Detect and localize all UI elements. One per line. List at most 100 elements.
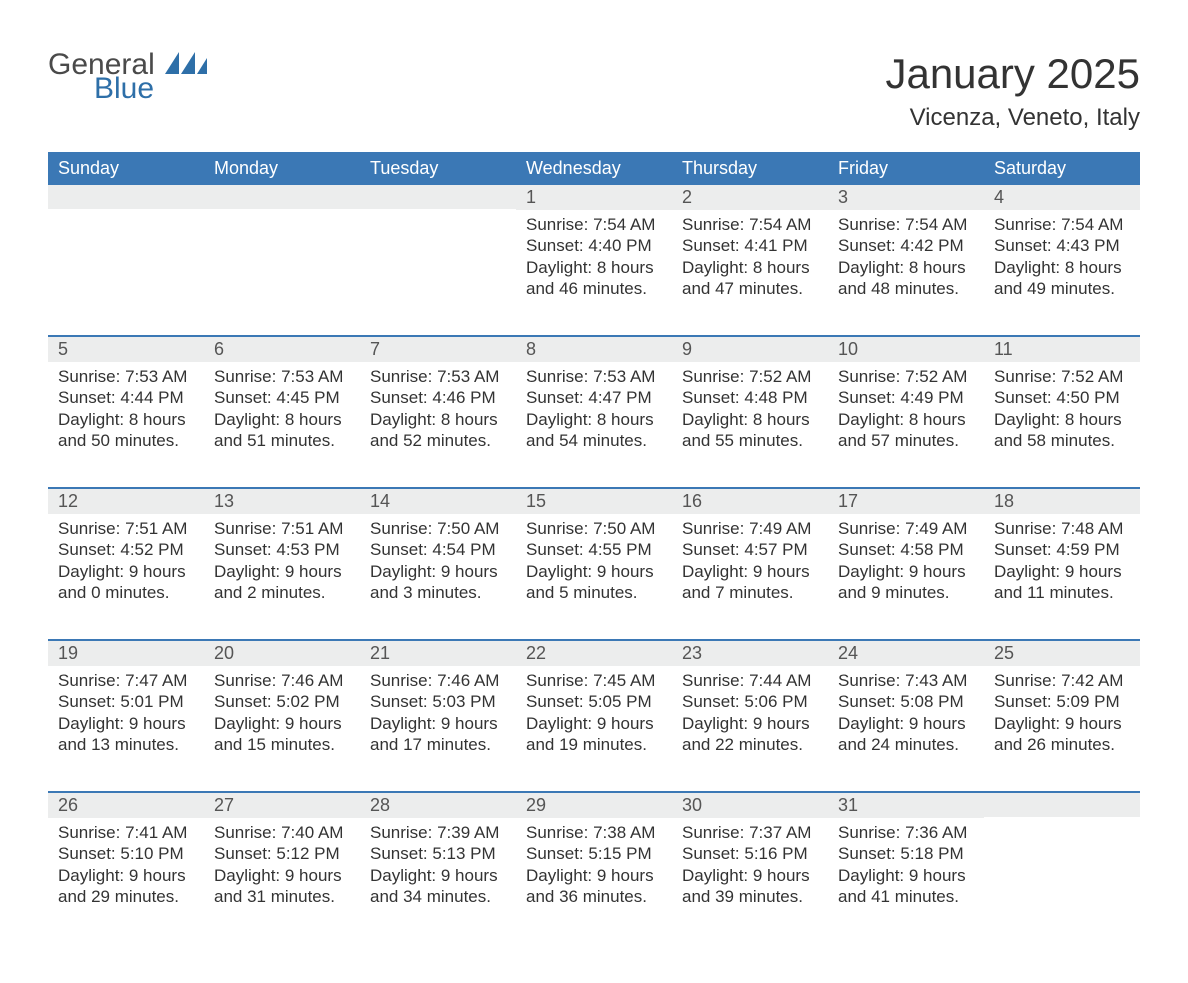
- calendar-cell: 23Sunrise: 7:44 AMSunset: 5:06 PMDayligh…: [672, 641, 828, 791]
- sunset-text: Sunset: 5:10 PM: [58, 843, 194, 864]
- flag-icon: [165, 50, 207, 72]
- cell-body: Sunrise: 7:53 AMSunset: 4:47 PMDaylight:…: [516, 362, 672, 451]
- daylight2-text: and 17 minutes.: [370, 734, 506, 755]
- daylight1-text: Daylight: 9 hours: [682, 713, 818, 734]
- calendar-cell: 7Sunrise: 7:53 AMSunset: 4:46 PMDaylight…: [360, 337, 516, 487]
- calendar-cell: 6Sunrise: 7:53 AMSunset: 4:45 PMDaylight…: [204, 337, 360, 487]
- daylight1-text: Daylight: 9 hours: [838, 713, 974, 734]
- cell-body: Sunrise: 7:49 AMSunset: 4:57 PMDaylight:…: [672, 514, 828, 603]
- calendar-cell: 16Sunrise: 7:49 AMSunset: 4:57 PMDayligh…: [672, 489, 828, 639]
- daylight1-text: Daylight: 8 hours: [682, 409, 818, 430]
- sunrise-text: Sunrise: 7:49 AM: [682, 518, 818, 539]
- date-number: 22: [516, 641, 672, 666]
- date-number: 7: [360, 337, 516, 362]
- sunset-text: Sunset: 4:57 PM: [682, 539, 818, 560]
- cell-body: Sunrise: 7:54 AMSunset: 4:43 PMDaylight:…: [984, 210, 1140, 299]
- daylight1-text: Daylight: 9 hours: [526, 561, 662, 582]
- date-number: 1: [516, 185, 672, 210]
- sunset-text: Sunset: 4:52 PM: [58, 539, 194, 560]
- dayname-monday: Monday: [204, 152, 360, 185]
- calendar-cell: 14Sunrise: 7:50 AMSunset: 4:54 PMDayligh…: [360, 489, 516, 639]
- daylight2-text: and 51 minutes.: [214, 430, 350, 451]
- calendar-week: 12Sunrise: 7:51 AMSunset: 4:52 PMDayligh…: [48, 487, 1140, 639]
- daylight2-text: and 19 minutes.: [526, 734, 662, 755]
- cell-body: Sunrise: 7:52 AMSunset: 4:48 PMDaylight:…: [672, 362, 828, 451]
- date-number: 19: [48, 641, 204, 666]
- date-number: 6: [204, 337, 360, 362]
- sunrise-text: Sunrise: 7:53 AM: [214, 366, 350, 387]
- cell-body: Sunrise: 7:38 AMSunset: 5:15 PMDaylight:…: [516, 818, 672, 907]
- dayname-saturday: Saturday: [984, 152, 1140, 185]
- date-number: [48, 185, 204, 209]
- sunrise-text: Sunrise: 7:52 AM: [838, 366, 974, 387]
- calendar-cell: [984, 793, 1140, 943]
- cell-body: Sunrise: 7:36 AMSunset: 5:18 PMDaylight:…: [828, 818, 984, 907]
- cell-body: Sunrise: 7:54 AMSunset: 4:40 PMDaylight:…: [516, 210, 672, 299]
- sunset-text: Sunset: 5:06 PM: [682, 691, 818, 712]
- daylight1-text: Daylight: 9 hours: [526, 865, 662, 886]
- date-number: 2: [672, 185, 828, 210]
- daylight1-text: Daylight: 9 hours: [370, 561, 506, 582]
- sunset-text: Sunset: 4:45 PM: [214, 387, 350, 408]
- cell-body: Sunrise: 7:39 AMSunset: 5:13 PMDaylight:…: [360, 818, 516, 907]
- sunrise-text: Sunrise: 7:53 AM: [370, 366, 506, 387]
- daylight2-text: and 54 minutes.: [526, 430, 662, 451]
- daylight2-text: and 39 minutes.: [682, 886, 818, 907]
- cell-body: Sunrise: 7:47 AMSunset: 5:01 PMDaylight:…: [48, 666, 204, 755]
- daylight2-text: and 58 minutes.: [994, 430, 1130, 451]
- sunrise-text: Sunrise: 7:50 AM: [370, 518, 506, 539]
- calendar-cell: 17Sunrise: 7:49 AMSunset: 4:58 PMDayligh…: [828, 489, 984, 639]
- sunset-text: Sunset: 5:12 PM: [214, 843, 350, 864]
- calendar-cell: 18Sunrise: 7:48 AMSunset: 4:59 PMDayligh…: [984, 489, 1140, 639]
- sunset-text: Sunset: 5:15 PM: [526, 843, 662, 864]
- sunset-text: Sunset: 4:40 PM: [526, 235, 662, 256]
- daylight1-text: Daylight: 9 hours: [214, 713, 350, 734]
- daylight1-text: Daylight: 9 hours: [370, 713, 506, 734]
- sunset-text: Sunset: 5:02 PM: [214, 691, 350, 712]
- cell-body: Sunrise: 7:52 AMSunset: 4:49 PMDaylight:…: [828, 362, 984, 451]
- sunrise-text: Sunrise: 7:37 AM: [682, 822, 818, 843]
- calendar-week: 19Sunrise: 7:47 AMSunset: 5:01 PMDayligh…: [48, 639, 1140, 791]
- daylight1-text: Daylight: 8 hours: [58, 409, 194, 430]
- sunrise-text: Sunrise: 7:38 AM: [526, 822, 662, 843]
- cell-body: Sunrise: 7:43 AMSunset: 5:08 PMDaylight:…: [828, 666, 984, 755]
- daylight2-text: and 52 minutes.: [370, 430, 506, 451]
- sunrise-text: Sunrise: 7:46 AM: [214, 670, 350, 691]
- daylight1-text: Daylight: 9 hours: [58, 713, 194, 734]
- calendar-cell: 3Sunrise: 7:54 AMSunset: 4:42 PMDaylight…: [828, 185, 984, 335]
- daylight2-text: and 3 minutes.: [370, 582, 506, 603]
- calendar-week: 1Sunrise: 7:54 AMSunset: 4:40 PMDaylight…: [48, 185, 1140, 335]
- sunset-text: Sunset: 4:44 PM: [58, 387, 194, 408]
- calendar-cell: 8Sunrise: 7:53 AMSunset: 4:47 PMDaylight…: [516, 337, 672, 487]
- daylight1-text: Daylight: 9 hours: [994, 713, 1130, 734]
- sunrise-text: Sunrise: 7:47 AM: [58, 670, 194, 691]
- dayname-header-row: Sunday Monday Tuesday Wednesday Thursday…: [48, 152, 1140, 185]
- sunset-text: Sunset: 4:59 PM: [994, 539, 1130, 560]
- daylight2-text: and 48 minutes.: [838, 278, 974, 299]
- sunrise-text: Sunrise: 7:52 AM: [994, 366, 1130, 387]
- calendar-cell: 24Sunrise: 7:43 AMSunset: 5:08 PMDayligh…: [828, 641, 984, 791]
- daylight2-text: and 50 minutes.: [58, 430, 194, 451]
- sunset-text: Sunset: 4:48 PM: [682, 387, 818, 408]
- sunrise-text: Sunrise: 7:52 AM: [682, 366, 818, 387]
- sunset-text: Sunset: 5:08 PM: [838, 691, 974, 712]
- daylight1-text: Daylight: 8 hours: [994, 409, 1130, 430]
- brand-logo: General Blue: [48, 50, 207, 104]
- daylight2-text: and 15 minutes.: [214, 734, 350, 755]
- header-row: General Blue January 2025 Vicenza, Venet…: [48, 50, 1140, 132]
- sunset-text: Sunset: 4:53 PM: [214, 539, 350, 560]
- daylight2-text: and 36 minutes.: [526, 886, 662, 907]
- daylight1-text: Daylight: 8 hours: [526, 409, 662, 430]
- sunrise-text: Sunrise: 7:40 AM: [214, 822, 350, 843]
- date-number: 29: [516, 793, 672, 818]
- cell-body: Sunrise: 7:50 AMSunset: 4:55 PMDaylight:…: [516, 514, 672, 603]
- sunrise-text: Sunrise: 7:51 AM: [58, 518, 194, 539]
- calendar-cell: 10Sunrise: 7:52 AMSunset: 4:49 PMDayligh…: [828, 337, 984, 487]
- cell-body: Sunrise: 7:50 AMSunset: 4:54 PMDaylight:…: [360, 514, 516, 603]
- date-number: 17: [828, 489, 984, 514]
- dayname-thursday: Thursday: [672, 152, 828, 185]
- sunset-text: Sunset: 4:50 PM: [994, 387, 1130, 408]
- daylight2-text: and 13 minutes.: [58, 734, 194, 755]
- title-block: January 2025 Vicenza, Veneto, Italy: [885, 50, 1140, 132]
- daylight1-text: Daylight: 9 hours: [370, 865, 506, 886]
